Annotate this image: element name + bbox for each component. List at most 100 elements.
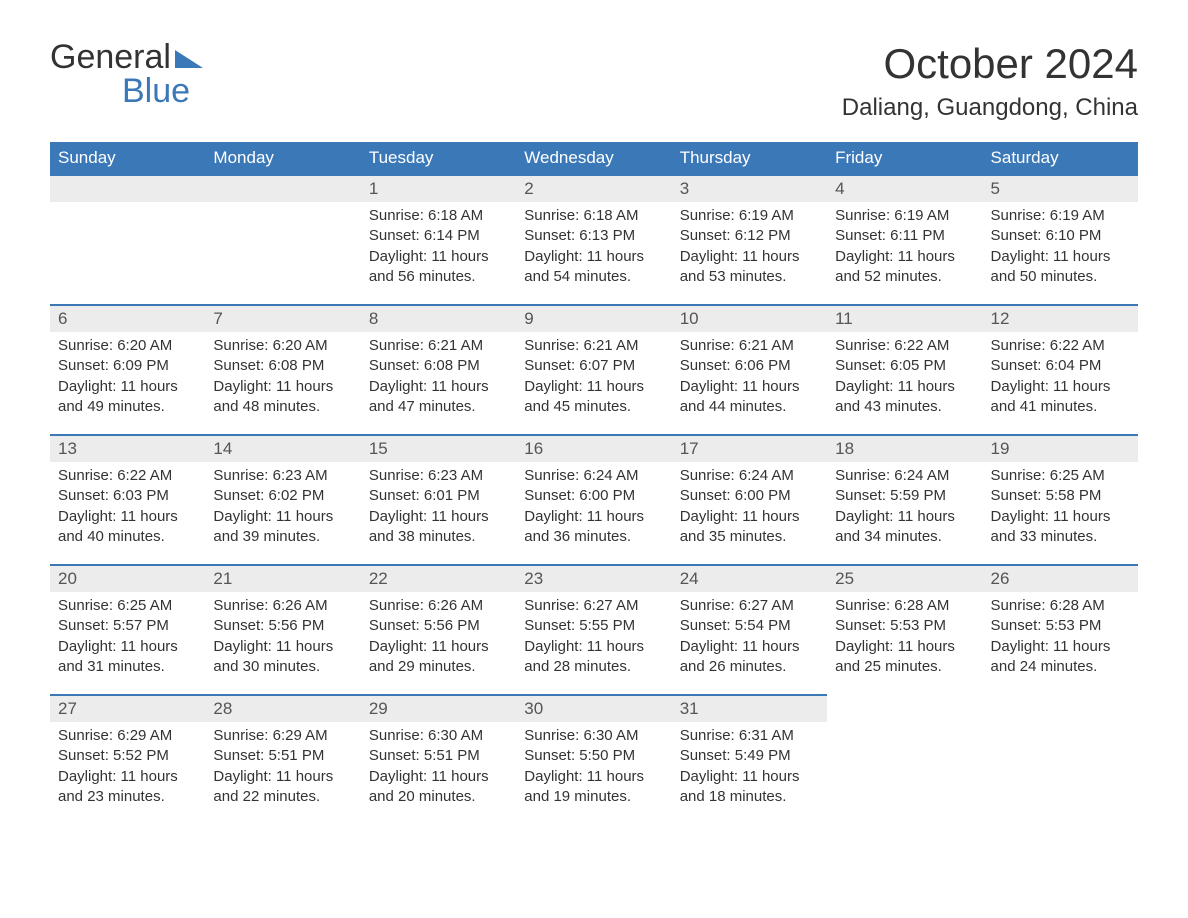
daylight-line: Daylight: 11 hours and 41 minutes. <box>991 377 1130 418</box>
weekday-header: Wednesday <box>516 142 671 174</box>
daylight-line: Daylight: 11 hours and 56 minutes. <box>369 247 508 288</box>
calendar-cell <box>827 694 982 824</box>
sunrise-line: Sunrise: 6:21 AM <box>680 336 819 356</box>
day-details: Sunrise: 6:22 AMSunset: 6:04 PMDaylight:… <box>983 332 1138 423</box>
day-details: Sunrise: 6:23 AMSunset: 6:02 PMDaylight:… <box>205 462 360 553</box>
day-details: Sunrise: 6:29 AMSunset: 5:51 PMDaylight:… <box>205 722 360 813</box>
weekday-header: Tuesday <box>361 142 516 174</box>
day-details: Sunrise: 6:24 AMSunset: 5:59 PMDaylight:… <box>827 462 982 553</box>
daylight-line: Daylight: 11 hours and 40 minutes. <box>58 507 197 548</box>
calendar-week: 27Sunrise: 6:29 AMSunset: 5:52 PMDayligh… <box>50 694 1138 824</box>
sunset-line: Sunset: 5:51 PM <box>213 746 352 766</box>
sunset-line: Sunset: 5:59 PM <box>835 486 974 506</box>
sunset-line: Sunset: 5:55 PM <box>524 616 663 636</box>
sunset-line: Sunset: 6:09 PM <box>58 356 197 376</box>
sunset-line: Sunset: 5:58 PM <box>991 486 1130 506</box>
sunrise-line: Sunrise: 6:19 AM <box>835 206 974 226</box>
day-number: 25 <box>827 564 982 592</box>
daylight-line: Daylight: 11 hours and 29 minutes. <box>369 637 508 678</box>
day-details: Sunrise: 6:23 AMSunset: 6:01 PMDaylight:… <box>361 462 516 553</box>
sunrise-line: Sunrise: 6:20 AM <box>58 336 197 356</box>
sunrise-line: Sunrise: 6:24 AM <box>524 466 663 486</box>
sunrise-line: Sunrise: 6:24 AM <box>835 466 974 486</box>
calendar-cell <box>50 174 205 304</box>
sunset-line: Sunset: 6:10 PM <box>991 226 1130 246</box>
calendar-cell: 1Sunrise: 6:18 AMSunset: 6:14 PMDaylight… <box>361 174 516 304</box>
daylight-line: Daylight: 11 hours and 48 minutes. <box>213 377 352 418</box>
calendar-cell: 5Sunrise: 6:19 AMSunset: 6:10 PMDaylight… <box>983 174 1138 304</box>
calendar-cell: 28Sunrise: 6:29 AMSunset: 5:51 PMDayligh… <box>205 694 360 824</box>
sunrise-line: Sunrise: 6:26 AM <box>213 596 352 616</box>
sunrise-line: Sunrise: 6:23 AM <box>369 466 508 486</box>
daylight-line: Daylight: 11 hours and 44 minutes. <box>680 377 819 418</box>
logo-flag-icon <box>175 46 203 68</box>
sunset-line: Sunset: 5:50 PM <box>524 746 663 766</box>
sunrise-line: Sunrise: 6:22 AM <box>991 336 1130 356</box>
calendar-cell: 18Sunrise: 6:24 AMSunset: 5:59 PMDayligh… <box>827 434 982 564</box>
calendar-week: 6Sunrise: 6:20 AMSunset: 6:09 PMDaylight… <box>50 304 1138 434</box>
day-details: Sunrise: 6:24 AMSunset: 6:00 PMDaylight:… <box>672 462 827 553</box>
calendar-cell: 10Sunrise: 6:21 AMSunset: 6:06 PMDayligh… <box>672 304 827 434</box>
day-details: Sunrise: 6:31 AMSunset: 5:49 PMDaylight:… <box>672 722 827 813</box>
day-number: 2 <box>516 174 671 202</box>
calendar-cell: 29Sunrise: 6:30 AMSunset: 5:51 PMDayligh… <box>361 694 516 824</box>
day-number: 11 <box>827 304 982 332</box>
day-number: 31 <box>672 694 827 722</box>
day-number: 12 <box>983 304 1138 332</box>
sunset-line: Sunset: 6:11 PM <box>835 226 974 246</box>
calendar-cell <box>983 694 1138 824</box>
day-details: Sunrise: 6:20 AMSunset: 6:09 PMDaylight:… <box>50 332 205 423</box>
weekday-header: Thursday <box>672 142 827 174</box>
sunset-line: Sunset: 5:53 PM <box>991 616 1130 636</box>
sunset-line: Sunset: 5:51 PM <box>369 746 508 766</box>
daylight-line: Daylight: 11 hours and 19 minutes. <box>524 767 663 808</box>
calendar-cell: 7Sunrise: 6:20 AMSunset: 6:08 PMDaylight… <box>205 304 360 434</box>
day-number: 9 <box>516 304 671 332</box>
sunrise-line: Sunrise: 6:30 AM <box>524 726 663 746</box>
day-number: 28 <box>205 694 360 722</box>
daylight-line: Daylight: 11 hours and 20 minutes. <box>369 767 508 808</box>
day-number: 5 <box>983 174 1138 202</box>
sunrise-line: Sunrise: 6:18 AM <box>524 206 663 226</box>
weekday-header: Saturday <box>983 142 1138 174</box>
sunrise-line: Sunrise: 6:28 AM <box>835 596 974 616</box>
empty-day-bar <box>50 174 205 202</box>
daylight-line: Daylight: 11 hours and 26 minutes. <box>680 637 819 678</box>
daylight-line: Daylight: 11 hours and 24 minutes. <box>991 637 1130 678</box>
day-number: 18 <box>827 434 982 462</box>
calendar-cell: 12Sunrise: 6:22 AMSunset: 6:04 PMDayligh… <box>983 304 1138 434</box>
sunset-line: Sunset: 6:03 PM <box>58 486 197 506</box>
daylight-line: Daylight: 11 hours and 35 minutes. <box>680 507 819 548</box>
weekday-header: Sunday <box>50 142 205 174</box>
day-number: 20 <box>50 564 205 592</box>
sunrise-line: Sunrise: 6:28 AM <box>991 596 1130 616</box>
day-details: Sunrise: 6:30 AMSunset: 5:50 PMDaylight:… <box>516 722 671 813</box>
sunrise-line: Sunrise: 6:24 AM <box>680 466 819 486</box>
sunset-line: Sunset: 6:06 PM <box>680 356 819 376</box>
calendar-cell: 23Sunrise: 6:27 AMSunset: 5:55 PMDayligh… <box>516 564 671 694</box>
day-details: Sunrise: 6:21 AMSunset: 6:08 PMDaylight:… <box>361 332 516 423</box>
calendar-week: 1Sunrise: 6:18 AMSunset: 6:14 PMDaylight… <box>50 174 1138 304</box>
sunset-line: Sunset: 6:12 PM <box>680 226 819 246</box>
day-number: 15 <box>361 434 516 462</box>
daylight-line: Daylight: 11 hours and 47 minutes. <box>369 377 508 418</box>
sunset-line: Sunset: 5:54 PM <box>680 616 819 636</box>
day-number: 8 <box>361 304 516 332</box>
daylight-line: Daylight: 11 hours and 18 minutes. <box>680 767 819 808</box>
calendar-cell: 17Sunrise: 6:24 AMSunset: 6:00 PMDayligh… <box>672 434 827 564</box>
day-number: 30 <box>516 694 671 722</box>
day-number: 13 <box>50 434 205 462</box>
sunset-line: Sunset: 6:05 PM <box>835 356 974 376</box>
sunset-line: Sunset: 6:01 PM <box>369 486 508 506</box>
sunset-line: Sunset: 5:52 PM <box>58 746 197 766</box>
calendar-cell: 19Sunrise: 6:25 AMSunset: 5:58 PMDayligh… <box>983 434 1138 564</box>
sunrise-line: Sunrise: 6:25 AM <box>58 596 197 616</box>
day-details: Sunrise: 6:26 AMSunset: 5:56 PMDaylight:… <box>205 592 360 683</box>
sunrise-line: Sunrise: 6:27 AM <box>524 596 663 616</box>
daylight-line: Daylight: 11 hours and 30 minutes. <box>213 637 352 678</box>
day-details: Sunrise: 6:21 AMSunset: 6:07 PMDaylight:… <box>516 332 671 423</box>
day-details: Sunrise: 6:21 AMSunset: 6:06 PMDaylight:… <box>672 332 827 423</box>
day-number: 29 <box>361 694 516 722</box>
day-details: Sunrise: 6:19 AMSunset: 6:11 PMDaylight:… <box>827 202 982 293</box>
sunset-line: Sunset: 5:49 PM <box>680 746 819 766</box>
